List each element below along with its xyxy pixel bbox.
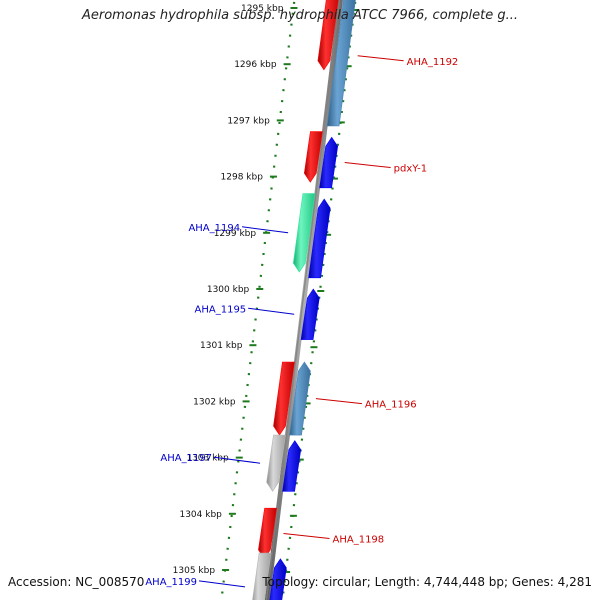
gene-label-aha-1194[interactable]: AHA_1194 — [188, 223, 240, 234]
gene-label-aha-1192[interactable]: AHA_1192 — [407, 57, 459, 68]
ruler-tick-label: 1304 kbp — [179, 510, 222, 520]
genome-info-text: Topology: circular; Length: 4,744,448 bp… — [262, 575, 592, 589]
gene-label-pdxy-1[interactable]: pdxY-1 — [394, 164, 428, 175]
ruler-tick-label: 1300 kbp — [207, 285, 250, 295]
gene-arrow-g14[interactable] — [267, 558, 287, 600]
gene-label-aha-1197[interactable]: AHA_1197 — [160, 453, 212, 464]
gene-arrow-g2[interactable] — [326, 0, 356, 127]
gene-label-aha-1198[interactable]: AHA_1198 — [333, 534, 385, 545]
ruler-dots-left — [220, 0, 296, 600]
ruler-tick-label: 1299 kbp — [214, 229, 257, 239]
gene-arrow-g6[interactable] — [308, 198, 331, 279]
gene-arrow-g9[interactable] — [289, 361, 311, 436]
gene-label-leader — [242, 226, 289, 234]
gene-label-aha-1196[interactable]: AHA_1196 — [365, 400, 417, 411]
gene-arrow-g1[interactable] — [317, 0, 340, 71]
gene-arrow-g5[interactable] — [292, 193, 316, 273]
gene-label-leader — [315, 398, 362, 405]
chromosome-backbone — [264, 0, 343, 600]
gene-label-aha-1199[interactable]: AHA_1199 — [145, 577, 197, 588]
gene-label-leader — [357, 55, 404, 62]
ruler-tick-label: 1295 kbp — [241, 4, 284, 14]
gene-label-leader — [198, 580, 246, 588]
ruler-tick-label: 1297 kbp — [227, 116, 270, 126]
gene-label-leader — [248, 307, 295, 315]
map-title: Aeromonas hydrophila subsp. hydrophila A… — [81, 8, 519, 23]
chromosome-backbone-shadow — [265, 0, 341, 600]
gene-arrow-g11[interactable] — [282, 440, 302, 492]
ruler-tick-label: 1303 kbp — [186, 454, 229, 464]
gene-label-leader — [344, 162, 391, 169]
ruler-tick-label: 1296 kbp — [234, 60, 277, 70]
gene-arrow-g13[interactable] — [251, 552, 272, 600]
gene-label-leader — [283, 532, 330, 539]
gene-label-aha-1195[interactable]: AHA_1195 — [195, 304, 247, 315]
ruler-tick-label: 1298 kbp — [221, 173, 264, 183]
ruler-tick-label: 1302 kbp — [193, 397, 236, 407]
gene-arrow-g4[interactable] — [319, 136, 339, 189]
gene-arrow-g7[interactable] — [300, 288, 320, 340]
gene-label-leader — [213, 456, 261, 464]
ruler-tick-label: 1305 kbp — [173, 566, 216, 576]
accession-text: Accession: NC_008570 — [8, 575, 145, 589]
gene-arrow-g8[interactable] — [273, 361, 295, 436]
ruler-tick-label: 1301 kbp — [200, 341, 243, 351]
gene-arrow-g3[interactable] — [303, 131, 323, 183]
gene-arrow-g10[interactable] — [266, 434, 286, 492]
